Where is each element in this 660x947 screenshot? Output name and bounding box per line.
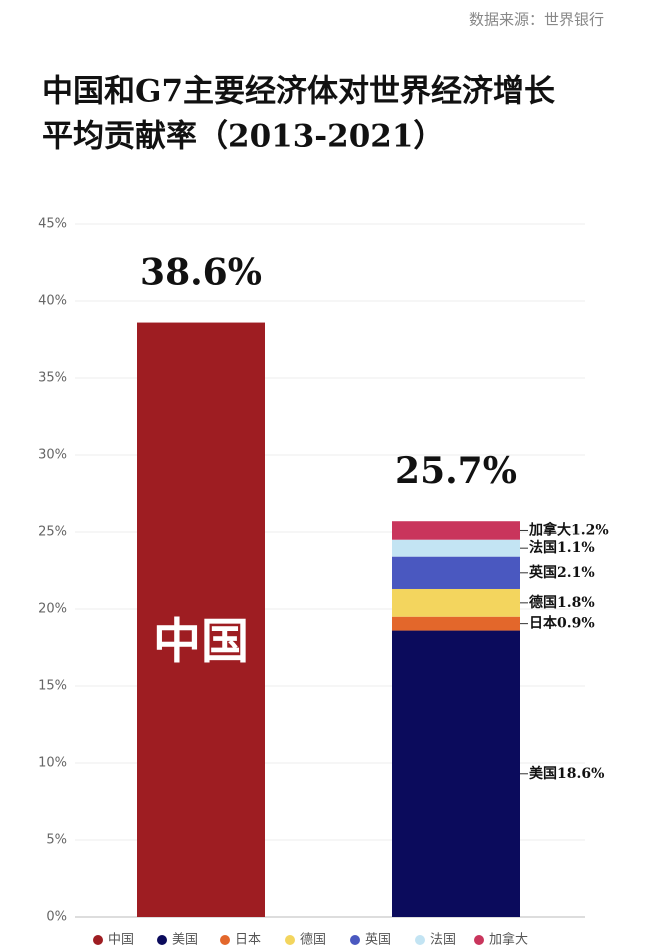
legend-label: 日本: [235, 933, 261, 947]
legend-swatch: [350, 935, 360, 945]
chart-title: 平均贡献率（2013-2021）: [42, 119, 444, 155]
y-tick-label: 5%: [46, 833, 67, 848]
y-tick-label: 0%: [46, 910, 67, 925]
chart-title: 中国和G7主要经济体对世界经济增长: [42, 74, 555, 110]
legend-label: 德国: [300, 933, 326, 947]
bar-segment: [392, 630, 520, 917]
bar-segment: [137, 322, 265, 917]
legend-swatch: [157, 935, 167, 945]
y-tick-label: 25%: [38, 525, 67, 540]
bar-segment: [392, 539, 520, 557]
value-label: 日本0.9%: [529, 615, 595, 632]
value-label: 英国2.1%: [528, 564, 595, 581]
y-tick-label: 10%: [38, 756, 67, 771]
value-label: 法国1.1%: [529, 539, 595, 556]
legend-swatch: [220, 935, 230, 945]
value-label: 德国1.8%: [529, 594, 595, 611]
legend-swatch: [474, 935, 484, 945]
value-label: 加拿大1.2%: [528, 521, 609, 538]
bar-segment: [392, 521, 520, 540]
bar-segment: [392, 556, 520, 589]
y-tick-label: 20%: [38, 602, 67, 617]
legend-swatch: [93, 935, 103, 945]
total-label: 38.6%: [140, 252, 262, 294]
y-tick-label: 15%: [38, 679, 67, 694]
bar-segment: [392, 588, 520, 617]
legend-label: 加拿大: [489, 932, 528, 947]
y-tick-label: 35%: [38, 371, 67, 386]
y-tick-label: 30%: [38, 448, 67, 463]
legend-swatch: [285, 935, 295, 945]
value-label: 美国18.6%: [529, 765, 604, 782]
legend-label: 中国: [108, 933, 134, 947]
y-tick-label: 40%: [38, 294, 67, 309]
legend-label: 美国: [172, 933, 198, 947]
bar-segment: [392, 616, 520, 631]
legend-label: 英国: [365, 933, 391, 947]
legend-label: 法国: [430, 933, 456, 947]
source: 数据来源：世界银行: [469, 11, 604, 29]
y-tick-label: 45%: [38, 217, 67, 232]
bar-name: 中国: [153, 614, 249, 670]
legend-swatch: [415, 935, 425, 945]
total-label: 25.7%: [395, 450, 517, 492]
